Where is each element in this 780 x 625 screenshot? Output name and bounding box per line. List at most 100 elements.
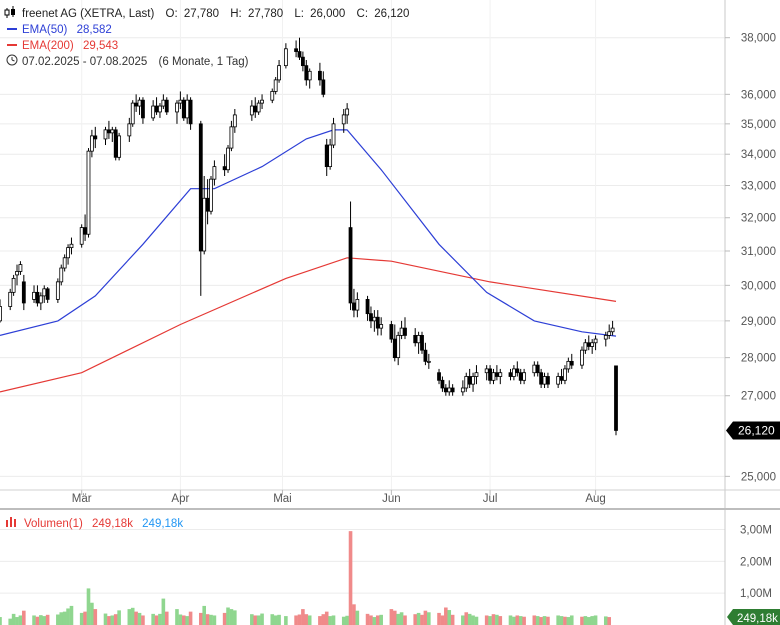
volume-bar (559, 616, 564, 625)
ohlc-close: 26,120 (374, 8, 409, 20)
candle-body (110, 129, 115, 134)
volume-bar (233, 610, 237, 625)
candle-body (137, 99, 142, 107)
volume-bar (464, 612, 469, 625)
candle-body (607, 331, 612, 336)
price-tick-label: 27,000 (741, 391, 776, 403)
candle-body (348, 227, 353, 304)
ohlc-high: 27,780 (248, 8, 283, 20)
volume-bar (188, 611, 193, 625)
x-tick-label: Mai (273, 493, 292, 505)
candle-body (484, 368, 489, 374)
candle-body (277, 65, 281, 81)
price-tick-label: 30,000 (741, 280, 776, 292)
volume-bar (590, 616, 594, 625)
candle-body (141, 99, 145, 119)
volume-tick-label: 2,00M (740, 556, 772, 568)
candle-body (437, 372, 441, 381)
candle-body (498, 372, 503, 377)
candle-body (198, 123, 203, 252)
volume-bar (212, 615, 217, 625)
volume-bar (39, 615, 43, 625)
volume-bar (45, 614, 50, 625)
volume-bar (151, 613, 155, 625)
volume-bar (56, 614, 60, 625)
candle-body (294, 48, 298, 52)
svg-text:Volumen(1) 249,18k: Volumen(1) 249,18k 249,18k (24, 518, 183, 530)
volume-bar (297, 614, 302, 625)
candle-body (11, 277, 16, 293)
volume-bar (461, 615, 465, 625)
candle-body (202, 197, 207, 252)
candle-body (103, 129, 108, 140)
volume-bar (444, 607, 448, 625)
candle-body (86, 150, 91, 235)
volume-bar (593, 615, 598, 625)
ema50-legend-label: EMA(50) (22, 24, 68, 36)
candle-body (304, 65, 309, 81)
candle-body (522, 372, 527, 381)
chart-header: freenet AG (XETRA, Last) O: 27,780 H: 27… (4, 6, 409, 68)
candle-body (426, 360, 431, 363)
volume-bar (389, 609, 394, 625)
x-ticks: Mär Apr Mai Jun Jul Aug (72, 490, 606, 505)
volume-bar (379, 614, 383, 625)
volume-bar (307, 615, 312, 625)
candle-body (450, 387, 455, 393)
candle-body (83, 227, 87, 235)
volume-bar (178, 614, 183, 625)
candle-body (389, 324, 394, 340)
volume-bar (355, 610, 360, 625)
volume-bar (498, 616, 503, 625)
candle-body (89, 135, 94, 152)
candle-body (365, 299, 370, 315)
volume-bar (229, 609, 234, 625)
candle-body (113, 129, 118, 158)
candle-body (467, 376, 472, 385)
candle-body (416, 335, 421, 344)
svg-text:EMA(50) 28,582: EMA(50) 28,582 (22, 24, 112, 36)
candle-body (164, 99, 169, 113)
volume-tag-shape (727, 609, 780, 625)
candle-body (79, 227, 84, 245)
candle-body (185, 99, 190, 119)
volume-bar (437, 612, 441, 625)
volume-bar (175, 609, 179, 625)
ema200-legend-label: EMA(200) (22, 40, 74, 52)
candle-body (508, 372, 513, 377)
candle-body (464, 376, 469, 389)
candle-body (559, 376, 564, 381)
candle-body (471, 376, 475, 385)
candle-body (38, 295, 43, 304)
volume-tag-value: 249,18k (737, 613, 778, 625)
volume-bar (413, 614, 418, 625)
volume-bar (103, 613, 108, 625)
candle-body (161, 99, 166, 107)
price-y-ticks: 25,000 27,000 28,000 29,000 30,000 31,000 32,0… (725, 33, 776, 483)
candle-body (249, 105, 254, 116)
volume-bar (66, 608, 70, 625)
volume-bar (134, 611, 138, 625)
candle-body (8, 291, 13, 307)
volume-bar (107, 616, 111, 625)
candle-body (178, 99, 183, 104)
candle-body (532, 364, 537, 374)
volume-bar (110, 615, 115, 625)
candles (0, 37, 618, 436)
candle-body (515, 368, 520, 374)
volume-legend-icon (6, 520, 8, 527)
volume-bar (154, 615, 159, 625)
volume-bars (0, 531, 611, 625)
volume-bar (399, 612, 404, 625)
ema50-layer (0, 129, 617, 337)
volume-bar (209, 614, 213, 625)
candle-body (586, 342, 591, 347)
volume-bar (345, 615, 349, 625)
candle-body (18, 264, 23, 272)
volume-legend-icon-bar2 (10, 517, 12, 527)
candle-body (35, 291, 40, 304)
date-range-detail: (6 Monate, 1 Tag) (159, 56, 249, 68)
candle-body (420, 335, 424, 351)
candle-body (260, 99, 264, 104)
volume-bar (79, 612, 84, 625)
